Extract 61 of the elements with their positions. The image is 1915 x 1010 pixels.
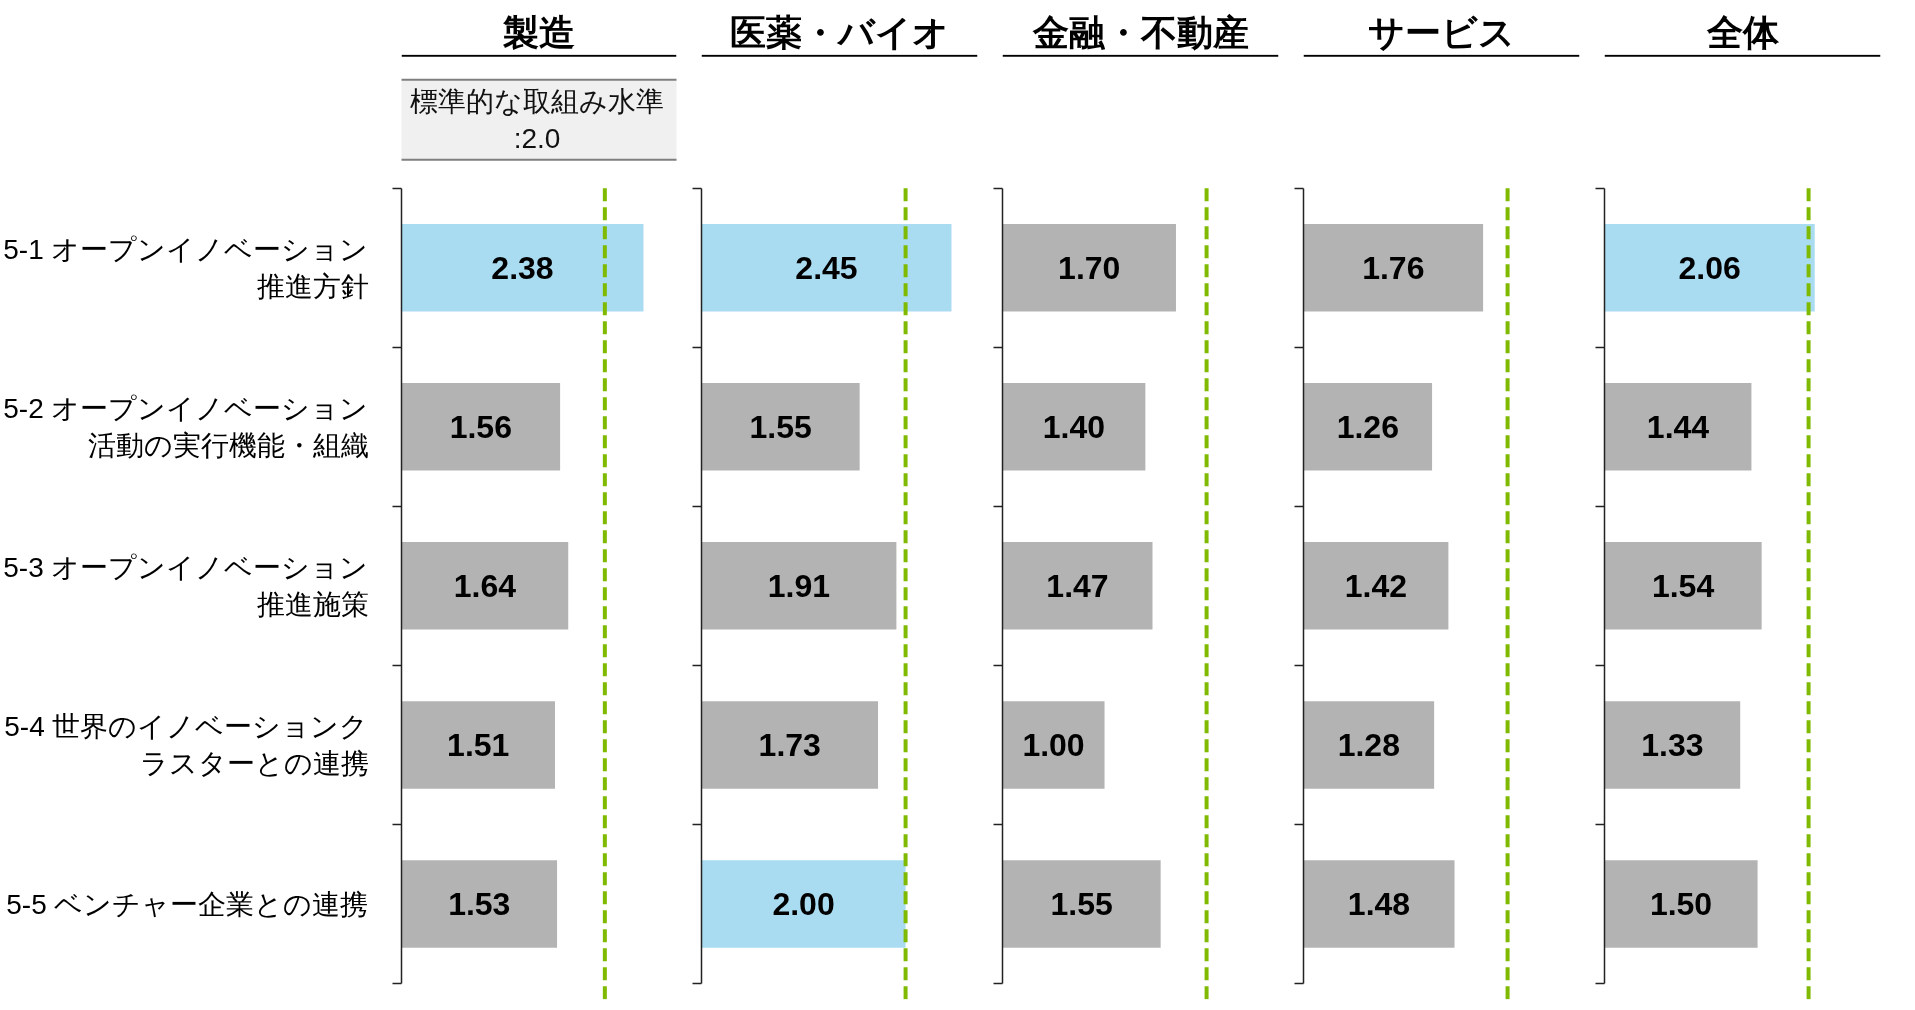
data-label: 1.50 <box>1649 886 1713 923</box>
data-label: 2.45 <box>795 249 858 286</box>
data-label: 1.26 <box>1336 408 1399 445</box>
y-tick-label: 5-2 オープンイノベーション活動の実行機能・組織 <box>3 392 369 461</box>
data-label: 1.51 <box>447 726 510 763</box>
bar <box>1303 860 1455 948</box>
bar <box>401 860 558 948</box>
data-label: 1.55 <box>1050 886 1113 923</box>
data-label: 1.53 <box>448 886 511 923</box>
data-label: 1.70 <box>1058 249 1121 286</box>
bar <box>401 383 561 471</box>
chart-title: 金融・不動産 <box>1031 11 1249 53</box>
data-label: 1.76 <box>1362 249 1425 286</box>
data-label: 1.64 <box>453 567 517 604</box>
chart-title: サービス <box>1368 11 1515 53</box>
data-label: 1.47 <box>1046 567 1109 604</box>
data-label: 2.38 <box>491 249 554 286</box>
bar <box>1604 860 1758 948</box>
ref-line-label: 標準的な取組み水準 :2.0 <box>410 85 665 154</box>
bar <box>1303 542 1449 630</box>
bar <box>1303 223 1484 312</box>
y-tick-label: 5-3 オープンイノベーション推進施策 <box>3 551 369 620</box>
data-label: 2.06 <box>1678 249 1741 286</box>
bar <box>701 223 952 312</box>
bar <box>401 701 556 789</box>
bar <box>401 542 569 630</box>
bar <box>701 860 906 948</box>
bar <box>1002 383 1146 471</box>
bar <box>1604 383 1752 471</box>
data-label: 1.56 <box>449 408 512 445</box>
bar <box>1002 223 1176 312</box>
bar <box>1002 860 1161 948</box>
data-label: 1.33 <box>1641 726 1704 763</box>
data-label: 2.00 <box>772 886 835 923</box>
data-label: 1.91 <box>767 567 831 604</box>
data-label: 1.73 <box>758 726 821 763</box>
data-label: 1.44 <box>1646 408 1710 445</box>
data-label: 1.55 <box>749 408 812 445</box>
data-label: 1.54 <box>1651 567 1715 604</box>
data-label: 1.40 <box>1042 408 1106 445</box>
bar <box>1002 542 1153 630</box>
bar <box>701 701 879 789</box>
bar <box>401 223 644 312</box>
bar <box>1002 701 1105 789</box>
bar <box>1303 701 1435 789</box>
data-label: 1.00 <box>1022 726 1085 763</box>
bar <box>1604 701 1741 789</box>
bar <box>1303 383 1433 471</box>
chart-title: 全体 <box>1705 11 1780 53</box>
bar <box>1604 223 1815 312</box>
data-label: 1.48 <box>1347 886 1411 923</box>
chart-title: 製造 <box>502 11 575 53</box>
y-tick-label: 5-1 オープンイノベーション推進方針 <box>3 233 369 302</box>
data-label: 1.42 <box>1344 567 1408 604</box>
bar <box>1604 542 1762 630</box>
chart-title: 医薬・バイオ <box>730 11 949 53</box>
y-tick-label: 5-5 ベンチャー企業との連携 <box>6 888 369 920</box>
bar <box>701 383 860 471</box>
y-tick-label: 5-4 世界のイノベーションクラスターとの連携 <box>4 710 369 780</box>
data-label: 1.28 <box>1337 726 1400 763</box>
bar <box>701 542 897 630</box>
